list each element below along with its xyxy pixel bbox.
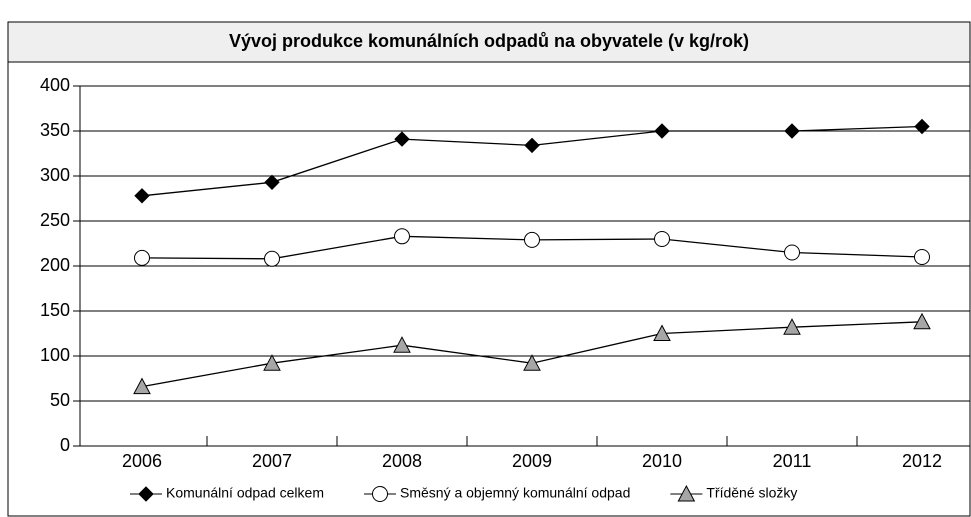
point (264, 174, 280, 191)
point (394, 228, 410, 245)
point (914, 118, 930, 135)
point (784, 244, 800, 261)
point (524, 137, 540, 154)
point (654, 231, 670, 247)
point (914, 249, 930, 265)
x-tick-label: 2007 (252, 451, 292, 471)
x-tick-label: 2009 (512, 451, 552, 471)
y-tick-label: 200 (40, 255, 70, 275)
frame (7, 21, 971, 517)
y-tick-label: 350 (40, 120, 70, 140)
point (263, 354, 281, 371)
point (394, 131, 410, 147)
point (134, 249, 150, 266)
point (523, 354, 541, 371)
point (783, 318, 801, 335)
x-tick-label: 2012 (902, 451, 942, 471)
y-tick-label: 150 (40, 300, 70, 320)
point (393, 336, 411, 353)
legend-label: Komunální odpad celkem (166, 485, 324, 501)
legend-marker (372, 486, 388, 502)
y-tick-label: 400 (40, 75, 70, 95)
legend-label: Tříděné složky (706, 485, 797, 501)
x-tick-label: 2006 (122, 451, 162, 471)
point (784, 123, 800, 139)
x-tick-label: 2008 (382, 451, 422, 471)
y-tick-label: 100 (40, 345, 70, 365)
y-tick-label: 300 (40, 165, 70, 185)
point (653, 324, 671, 341)
x-tick-label: 2011 (773, 451, 812, 471)
title-bar (7, 21, 971, 63)
point (524, 231, 540, 248)
x-tick-label: 2010 (642, 451, 682, 471)
chart-title: Vývoj produkce komunálních odpadů na oby… (229, 31, 749, 51)
legend-label: Směsný a objemný komunální odpad (400, 485, 630, 501)
legend-marker (677, 484, 696, 502)
y-tick-label: 0 (60, 435, 70, 455)
point (133, 377, 151, 395)
legend-marker (138, 486, 154, 502)
y-tick-label: 250 (40, 210, 70, 230)
y-tick-label: 50 (50, 390, 70, 410)
point (654, 123, 670, 139)
point (264, 250, 280, 267)
point (134, 188, 150, 204)
point (913, 312, 931, 330)
